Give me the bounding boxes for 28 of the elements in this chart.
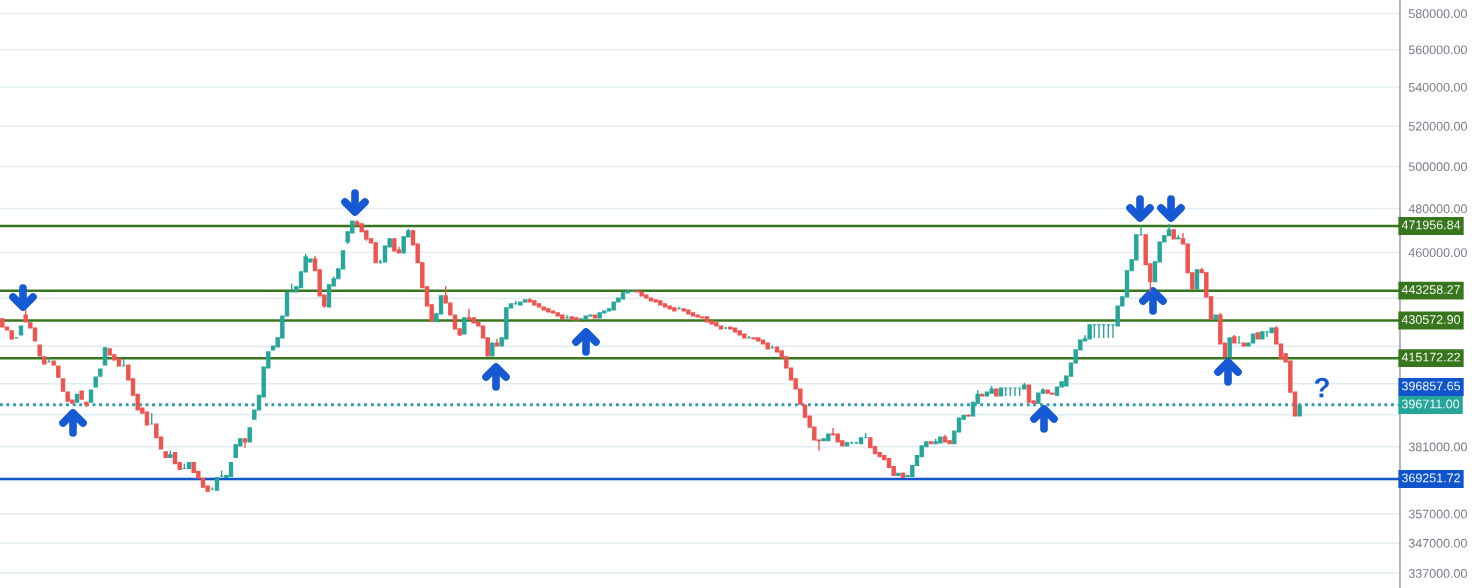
candlestick [1012, 387, 1018, 397]
annotation: ? [1314, 377, 1329, 398]
ref-line-label: 471956.84 [1401, 220, 1461, 230]
candlestick [242, 438, 248, 449]
ref-line-label: 430572.90 [1401, 315, 1461, 324]
y-tick-label: 540000.00 [1408, 82, 1467, 92]
candlestick [373, 242, 378, 264]
y-tick-label: 337000.00 [1408, 569, 1467, 578]
y-tick-label: 381000.00 [1408, 442, 1467, 452]
y-tick-label: 460000.00 [1408, 248, 1467, 258]
candlestick [1227, 337, 1232, 358]
ref-line-label: 415172.22 [1401, 352, 1460, 362]
y-tick-label: 347000.00 [1408, 538, 1467, 548]
candlestick [564, 314, 570, 319]
y-tick-label: 580000.00 [1408, 9, 1467, 19]
candlestick [46, 357, 52, 363]
candlestick [1194, 269, 1200, 290]
ref-line-label: 369251.72 [1401, 473, 1460, 483]
y-tick-label: 357000.00 [1408, 509, 1467, 519]
y-tick-label: 520000.00 [1408, 121, 1467, 131]
y-tick-label: 500000.00 [1408, 162, 1467, 172]
ref-line-label: 396711.00 [1401, 399, 1460, 409]
ref-line-label: 396857.65 [1401, 381, 1461, 391]
y-tick-label: 480000.00 [1408, 204, 1467, 214]
y-tick-label: 560000.00 [1408, 45, 1467, 55]
candlestick [466, 308, 472, 320]
candlestick [1236, 335, 1242, 344]
ref-line-label: 443258.27 [1401, 285, 1460, 294]
